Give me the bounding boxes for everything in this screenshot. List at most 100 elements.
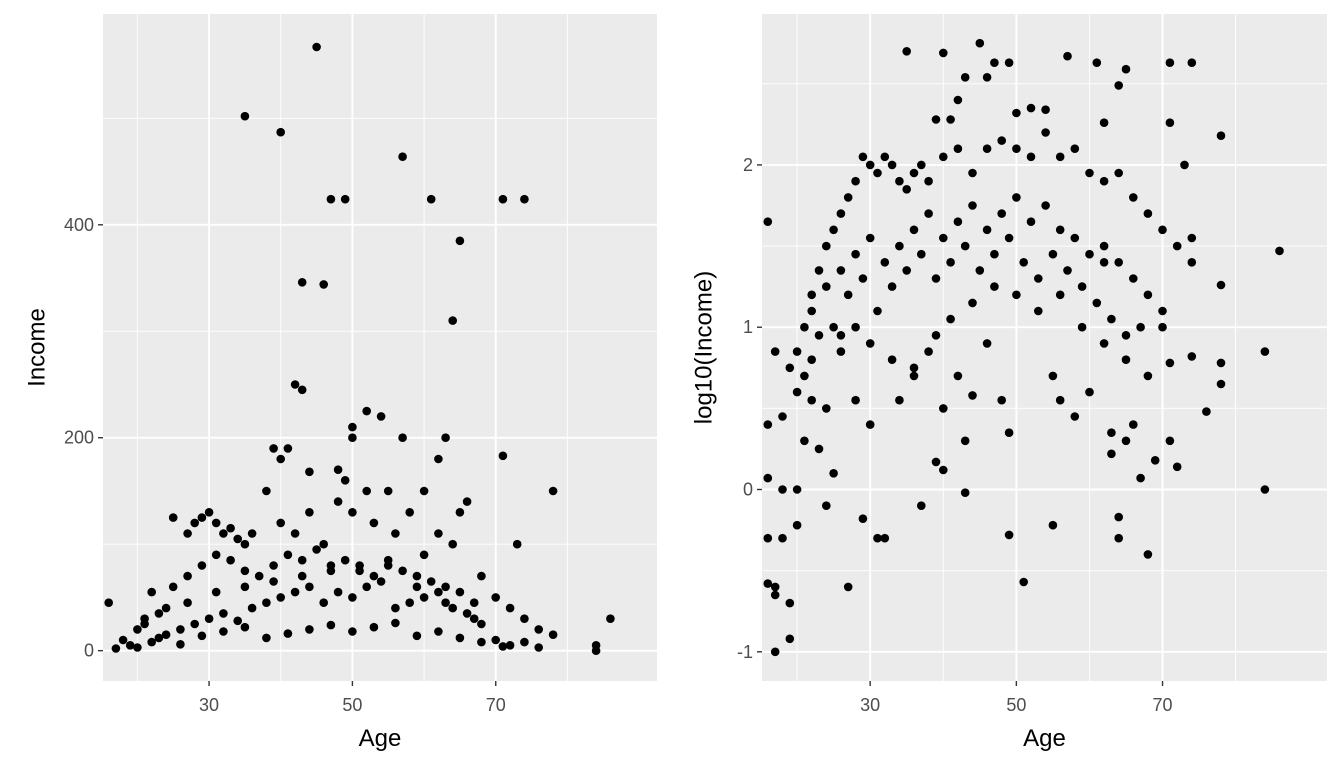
data-point [931, 457, 941, 467]
data-point [939, 48, 948, 58]
data-point [1172, 241, 1182, 251]
data-point [1114, 168, 1123, 178]
data-point [219, 627, 228, 636]
data-point [111, 644, 121, 653]
data-point [975, 266, 985, 275]
data-point [326, 566, 336, 576]
data-point [968, 168, 977, 178]
data-point [895, 395, 904, 405]
data-point [398, 433, 407, 443]
data-point [176, 640, 185, 649]
data-point [770, 347, 780, 356]
data-point [312, 42, 321, 52]
data-point [763, 579, 773, 588]
data-point [1092, 298, 1102, 308]
data-point [1150, 456, 1160, 465]
x-tick-label: 30 [860, 695, 880, 715]
data-point [104, 598, 113, 607]
tick-marks [757, 164, 1164, 686]
data-point [133, 643, 142, 652]
data-point [1070, 144, 1080, 153]
data-point [1026, 152, 1036, 162]
data-point [829, 322, 838, 332]
data-point [953, 95, 963, 105]
data-point [204, 508, 214, 517]
data-point [1172, 462, 1182, 472]
data-point [283, 444, 293, 453]
data-point [858, 152, 868, 162]
data-point [807, 290, 816, 300]
data-point [1107, 449, 1116, 459]
data-point [455, 508, 465, 517]
data-point [1158, 225, 1167, 235]
data-point [792, 387, 802, 397]
data-point [939, 233, 948, 243]
data-point [348, 508, 357, 517]
data-point [814, 266, 824, 275]
data-point [1114, 512, 1123, 522]
y-axis-title: Income [23, 308, 50, 387]
data-point [1121, 436, 1131, 446]
data-point [319, 539, 329, 549]
data-point [262, 598, 271, 607]
data-point [1048, 371, 1058, 381]
data-point [269, 561, 278, 570]
data-point [939, 152, 948, 162]
data-point [219, 609, 228, 618]
data-point [154, 609, 164, 618]
data-point [276, 518, 286, 528]
data-point [1063, 266, 1072, 275]
data-point [785, 634, 795, 644]
data-point [455, 236, 465, 246]
data-point [924, 209, 933, 218]
data-point [843, 193, 853, 202]
data-point [990, 282, 999, 291]
data-point [953, 144, 963, 153]
data-point [1129, 420, 1138, 429]
data-point [858, 514, 868, 523]
data-point [1129, 274, 1138, 283]
data-point [1187, 233, 1197, 243]
data-point [763, 473, 773, 483]
data-point [290, 380, 300, 389]
data-point [931, 331, 941, 340]
data-point [197, 513, 207, 522]
data-point [931, 274, 941, 283]
data-point [161, 630, 171, 639]
data-point [376, 577, 386, 586]
data-point [895, 241, 904, 251]
data-point [254, 571, 264, 581]
data-point [1165, 118, 1175, 127]
data-point [305, 582, 314, 592]
data-point [946, 314, 955, 324]
data-point [197, 561, 207, 570]
data-point [477, 619, 486, 629]
data-point [240, 111, 250, 121]
data-point [183, 529, 192, 538]
data-point [836, 266, 846, 275]
data-point [843, 582, 853, 592]
data-point [391, 603, 400, 613]
data-point [865, 420, 875, 429]
data-point [785, 363, 795, 373]
data-point [960, 241, 970, 251]
x-tick-labels: 30 50 70 [199, 695, 506, 715]
income-vs-age-panel: 0 200 400 30 50 70 Age Income [23, 14, 657, 752]
data-point [1099, 339, 1109, 348]
data-point [858, 274, 868, 283]
data-point [283, 550, 293, 560]
data-point [807, 355, 816, 365]
data-point [1063, 51, 1072, 61]
data-point [829, 225, 838, 235]
data-point [968, 201, 977, 210]
data-point [441, 582, 450, 592]
data-point [1114, 81, 1123, 90]
data-point [168, 513, 178, 522]
data-point [469, 598, 479, 607]
data-point [505, 641, 515, 650]
data-point [917, 249, 926, 259]
data-point [398, 566, 407, 576]
data-point [909, 371, 919, 381]
data-point [520, 614, 529, 623]
data-point [133, 625, 142, 634]
